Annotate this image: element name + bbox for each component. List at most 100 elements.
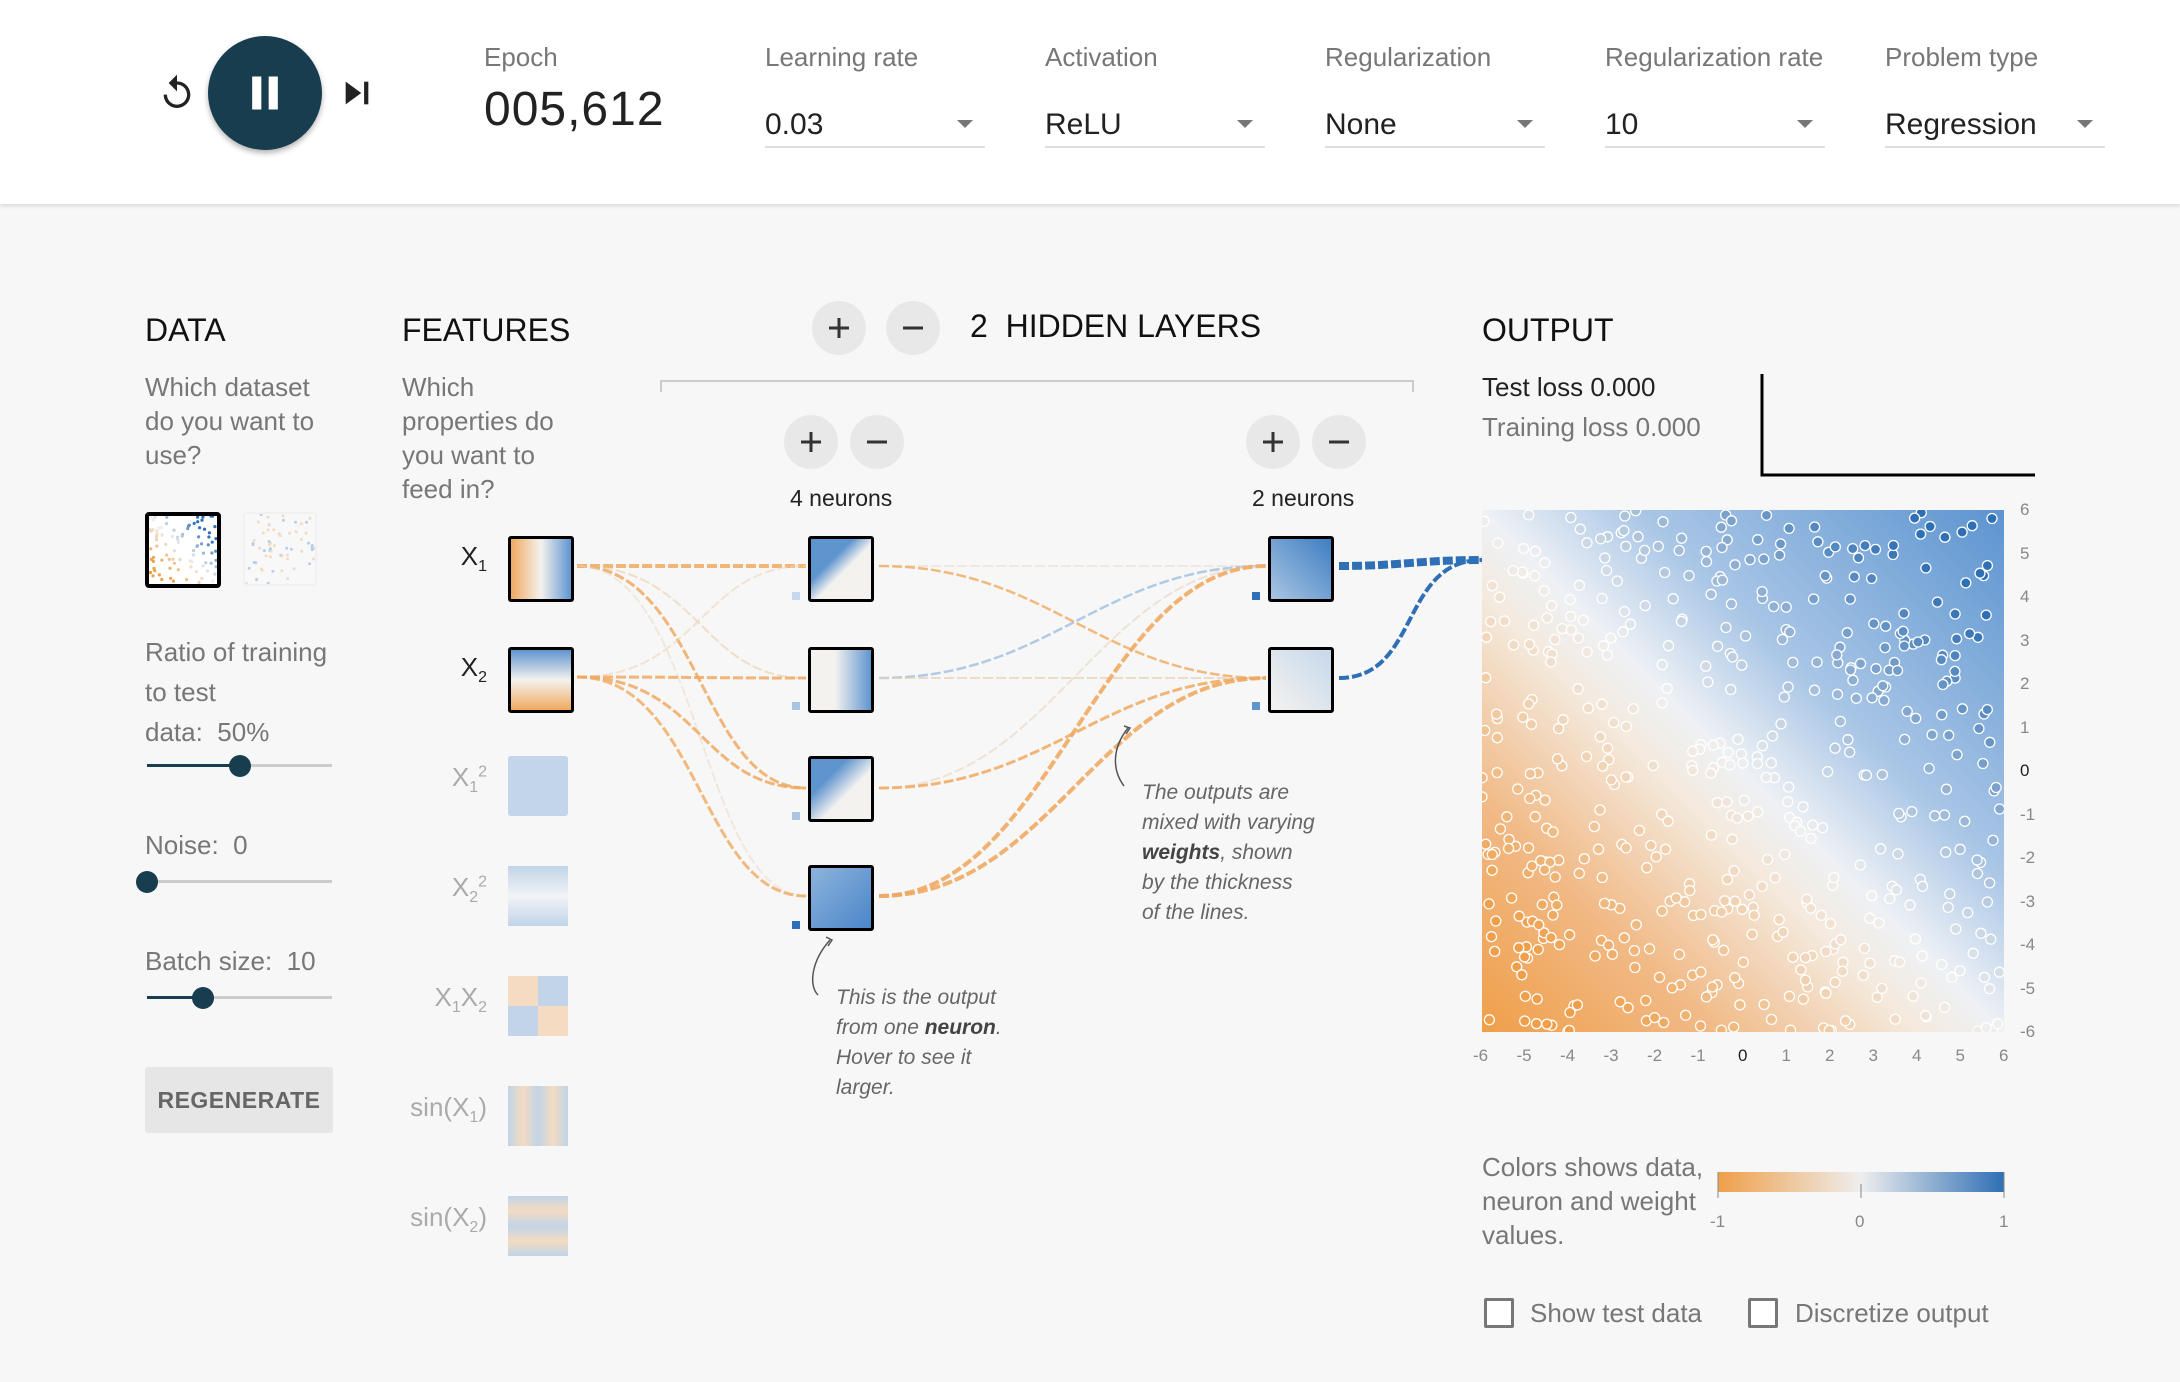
feature-text: sin(X [410,1202,470,1232]
step-button[interactable] [332,68,382,118]
activation-select[interactable]: ReLU [1045,102,1265,148]
data-point [1679,1009,1692,1021]
data-point [1523,510,1535,521]
discretize-output-checkbox[interactable] [1748,1298,1778,1328]
thumb-point [201,516,205,519]
feature-sub: 1 [451,999,461,1017]
thumb-point [299,522,303,526]
feature-text: X [451,762,470,792]
bias-marker[interactable] [792,812,800,820]
thumb-point [185,577,189,582]
layers-bracket [660,380,1414,392]
data-point [1743,889,1756,901]
data-point [1541,612,1553,624]
data-point [1482,515,1490,527]
bias-marker[interactable] [1252,702,1260,710]
bias-marker[interactable] [792,702,800,710]
thumb-point [151,574,155,578]
thumb-point [269,549,273,553]
feature-sub: 2 [469,1219,479,1237]
regularization-value: None [1325,108,1397,141]
remove-layer-button[interactable] [886,301,940,355]
neuron-1-2[interactable] [808,647,874,713]
add-neuron-layer1-button[interactable] [784,415,838,469]
data-point [1695,966,1707,978]
dataset-thumb[interactable] [243,512,317,586]
data-point [1880,620,1892,632]
problem-type-value: Regression [1885,108,2037,141]
noise-slider[interactable] [136,871,332,893]
data-point [1652,540,1664,553]
data-point [1784,626,1796,638]
data-point [1779,848,1791,861]
annotation-text: by the thickness [1142,871,1293,894]
remove-neuron-layer2-button[interactable] [1312,415,1366,469]
data-point [1949,649,1961,662]
add-layer-button[interactable] [812,301,866,355]
data-point [1936,709,1948,721]
data-point [1980,609,1992,621]
output-heatmap[interactable] [1482,510,2004,1032]
feature-x1[interactable] [508,536,574,602]
feature-x1x2[interactable] [508,976,568,1036]
thumb-point [294,520,298,524]
learning-rate-select[interactable]: 0.03 [765,102,985,148]
regenerate-button[interactable]: REGENERATE [145,1067,333,1133]
layer2-neuron-count: 2 neurons [1252,485,1355,511]
y-tick-label: 3 [2020,630,2030,650]
learning-rate-value: 0.03 [765,108,824,141]
add-neuron-layer2-button[interactable] [1246,415,1300,469]
activation-label: Activation [1045,42,1158,72]
remove-neuron-layer1-button[interactable] [850,415,904,469]
feature-sin-x2[interactable] [508,1196,568,1256]
data-point [1544,856,1556,868]
problem-type-select[interactable]: Regression [1885,102,2105,148]
play-pause-button[interactable] [208,36,322,150]
bias-marker[interactable] [792,592,800,600]
neuron-1-1[interactable] [808,536,874,602]
data-point [1700,545,1712,558]
feature-x2-squared[interactable] [508,866,568,926]
neuron-1-3[interactable] [808,756,874,822]
dataset-thumb-selected[interactable] [145,512,221,588]
feature-x2[interactable] [508,647,574,713]
bias-marker[interactable] [1252,592,1260,600]
data-point [1556,622,1568,635]
slider-knob[interactable] [136,871,158,893]
data-point [1491,766,1503,779]
data-point [1628,944,1641,957]
thumb-point [149,557,154,561]
slider-knob[interactable] [228,755,251,777]
data-point [1943,729,1955,741]
y-tick-label: -5 [2020,978,2036,998]
show-test-data-label[interactable]: Show test data [1530,1298,1702,1328]
plus-icon [829,318,849,338]
data-point [1748,909,1760,921]
thumb-point [192,521,196,525]
data-point [1854,859,1867,871]
thumb-point [214,537,217,541]
feature-x1-squared[interactable] [508,756,568,816]
show-test-data-checkbox[interactable] [1484,1298,1514,1328]
thumb-point [289,547,293,551]
regularization-rate-select[interactable]: 10 [1605,102,1825,148]
thumb-point [266,515,270,519]
feature-sin-x1[interactable] [508,1086,568,1146]
neuron-1-4[interactable] [808,865,874,931]
slider-knob[interactable] [191,987,214,1009]
thumb-point [194,569,199,574]
data-point [1986,512,1998,525]
ratio-slider[interactable] [147,755,332,777]
data-point [1725,515,1738,527]
x-tick-label: 3 [1868,1046,1878,1065]
regularization-select[interactable]: None [1325,102,1545,148]
batch-slider[interactable] [147,987,332,1009]
bias-marker[interactable] [792,921,800,929]
reset-button[interactable] [152,68,202,118]
neuron-2-2[interactable] [1268,647,1334,713]
thumb-point [272,528,276,532]
thumb-point [169,576,173,580]
thumb-point [281,518,285,522]
discretize-output-label[interactable]: Discretize output [1795,1298,1989,1328]
neuron-2-1[interactable] [1268,536,1334,602]
